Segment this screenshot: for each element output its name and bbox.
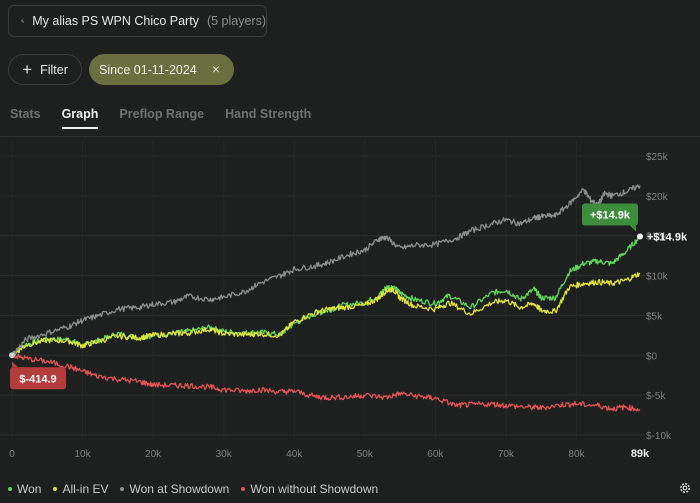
wwsd-start-badge-text: $-414.9: [19, 373, 56, 385]
legend-dot-all-in-ev: [53, 487, 58, 491]
chart-lines: [11, 184, 641, 412]
x-tick-label: 50k: [357, 449, 374, 460]
y-tick-label: $-5k: [646, 391, 666, 402]
series-won-line: [11, 235, 641, 356]
legend-dot-won-without-showdown: [241, 487, 246, 491]
user-search-icon: [21, 19, 25, 23]
gear-icon[interactable]: [678, 481, 692, 495]
won-end-badge: [582, 203, 638, 226]
y-tick-label: $20k: [646, 192, 669, 203]
add-filter-button[interactable]: + Filter: [8, 54, 82, 85]
tab-bar: Stats Graph Preflop Range Hand Strength: [10, 107, 332, 129]
legend-item-won[interactable]: Won: [8, 482, 41, 496]
x-axis-ticks: 0 10k 20k 30k 40k 50k 60k 70k 80k 89k: [9, 448, 650, 460]
legend-dot-won: [8, 487, 12, 491]
tab-stats[interactable]: Stats: [10, 107, 41, 121]
won-end-value-label: +$14.9k: [647, 232, 688, 244]
x-tick-label: 0: [9, 449, 15, 460]
series-all-in-ev-line: [11, 272, 641, 358]
tab-graph[interactable]: Graph: [61, 107, 99, 129]
y-tick-label: $5k: [646, 311, 663, 322]
alias-name: My alias PS WPN Chico Party: [32, 14, 199, 28]
x-tick-label: 20k: [145, 449, 162, 460]
alias-player-count: (5 players): [206, 14, 266, 28]
y-tick-label: $15k: [646, 232, 669, 243]
legend-label-won-without-showdown: Won without Showdown: [250, 482, 379, 496]
y-tick-label: $10k: [646, 272, 669, 283]
plus-icon: +: [22, 60, 33, 79]
x-tick-label: 60k: [427, 449, 444, 460]
tab-hand-strength[interactable]: Hand Strength: [225, 107, 312, 121]
series-won-at-showdown-line: [11, 184, 641, 356]
filter-label: Filter: [40, 62, 68, 77]
date-filter-chip[interactable]: Since 01-11-2024 ×: [89, 54, 234, 85]
won-end-badge-pointer: [630, 225, 636, 232]
y-tick-label: $-10k: [646, 431, 672, 442]
x-tick-label: 70k: [498, 449, 515, 460]
close-icon[interactable]: ×: [211, 61, 220, 77]
series-won-without-showdown-line: [11, 353, 641, 412]
legend-item-won-without-showdown[interactable]: Won without Showdown: [241, 482, 378, 496]
wwsd-start-badge: [10, 367, 66, 390]
legend-item-all-in-ev[interactable]: All-in EV: [53, 482, 108, 496]
legend-item-won-at-showdown[interactable]: Won at Showdown: [120, 482, 229, 496]
profit-graph[interactable]: $25k $20k $15k $10k $5k $0 $-5k $-10k 0 10k 20k 30…: [0, 140, 700, 470]
legend-dot-won-at-showdown: [120, 487, 125, 491]
x-tick-label: 80k: [568, 449, 585, 460]
won-end-point: [637, 233, 643, 240]
chart-labels: +$14.9k +$14.9k $-414.9: [9, 203, 688, 390]
legend-label-won-at-showdown: Won at Showdown: [129, 482, 230, 496]
legend-label-all-in-ev: All-in EV: [62, 482, 109, 496]
chart-grid: [0, 140, 645, 440]
x-tick-label: 30k: [216, 449, 233, 460]
wwsd-start-badge-pointer: [12, 361, 18, 368]
chart-legend: Won All-in EV Won at Showdown Won withou…: [8, 482, 378, 496]
date-filter-label: Since 01-11-2024: [99, 62, 197, 77]
start-point: [9, 352, 15, 359]
y-tick-label: $25k: [646, 152, 669, 163]
y-axis-ticks: $25k $20k $15k $10k $5k $0 $-5k $-10k: [646, 152, 672, 442]
alias-selector[interactable]: My alias PS WPN Chico Party (5 players): [8, 5, 267, 37]
y-tick-label: $0: [646, 351, 658, 362]
tab-preflop-range[interactable]: Preflop Range: [119, 107, 205, 121]
won-end-badge-text: +$14.9k: [590, 210, 631, 222]
x-tick-label: 40k: [286, 449, 303, 460]
tab-divider: [0, 136, 700, 137]
x-tick-label: 10k: [74, 449, 91, 460]
x-end-label: 89k: [631, 448, 650, 460]
legend-label-won: Won: [17, 482, 42, 496]
